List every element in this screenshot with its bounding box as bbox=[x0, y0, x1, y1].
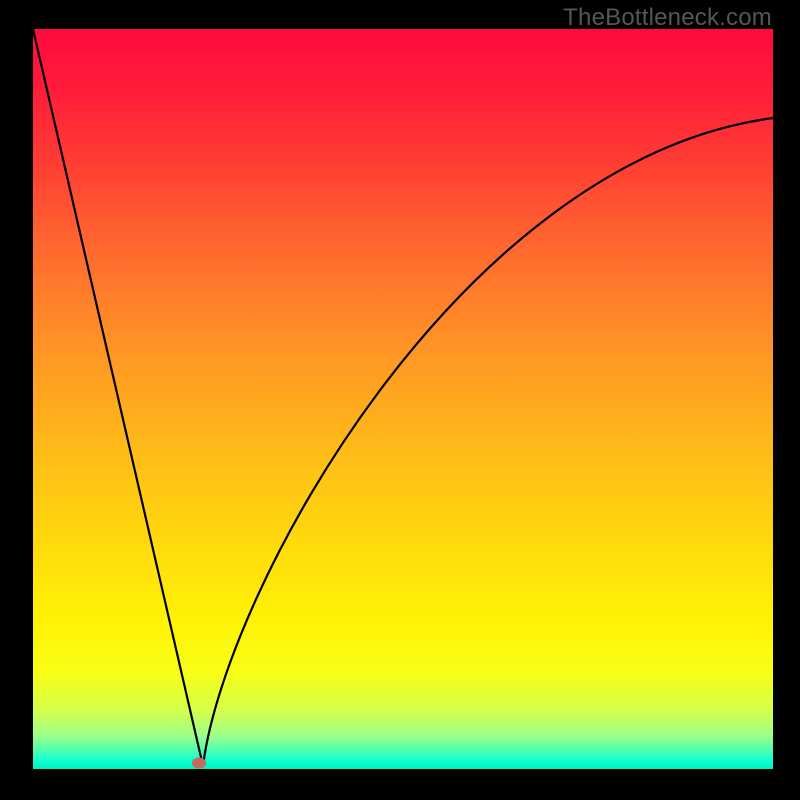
minimum-marker bbox=[192, 758, 206, 769]
bottleneck-chart bbox=[0, 0, 800, 800]
watermark-text: TheBottleneck.com bbox=[563, 4, 772, 32]
chart-frame: { "watermark": { "text": "TheBottleneck.… bbox=[0, 0, 800, 800]
gradient-background bbox=[33, 29, 773, 769]
